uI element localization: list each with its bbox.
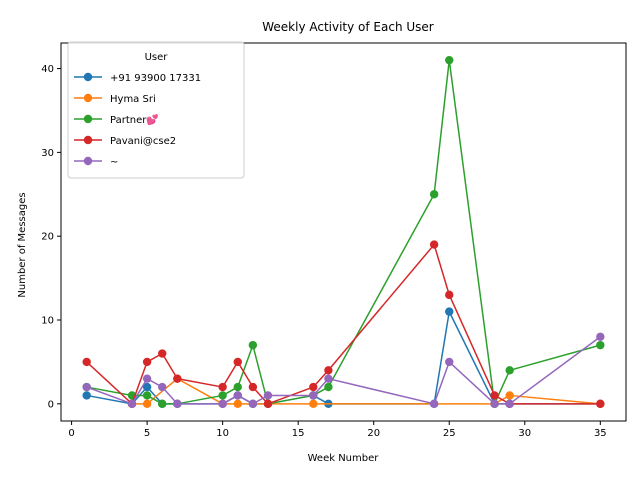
x-tick-label: 0: [68, 428, 74, 439]
data-point: [596, 340, 605, 350]
x-tick-label: 30: [518, 428, 531, 439]
data-point: [142, 391, 152, 400]
data-point: [142, 382, 152, 392]
data-point: [445, 357, 454, 367]
data-point: [82, 391, 91, 400]
series-4: [82, 332, 605, 409]
data-point: [233, 391, 242, 400]
data-point: [309, 391, 318, 400]
data-point: [142, 357, 152, 367]
data-point: [309, 382, 318, 392]
legend-label: Hyma Sri: [110, 94, 156, 105]
data-point: [218, 382, 227, 392]
data-point: [218, 391, 227, 400]
data-point: [263, 399, 273, 409]
legend-item-1: Hyma Sri: [74, 93, 156, 105]
data-point: [233, 399, 242, 409]
data-point: [142, 374, 152, 383]
data-point: [158, 399, 167, 409]
legend-item-2: Partner💕: [74, 113, 159, 126]
data-point: [158, 382, 167, 392]
y-tick-label: 30: [41, 148, 54, 159]
series-3: [82, 240, 605, 409]
series-layer: [82, 55, 605, 409]
data-point: [309, 399, 318, 409]
legend-marker: [83, 93, 93, 103]
legend-item-4: ~: [74, 156, 118, 168]
x-tick-label: 25: [443, 428, 456, 439]
data-point: [158, 349, 167, 358]
legend-label: ~: [110, 157, 118, 168]
axes-frame: [60, 42, 627, 422]
y-axis-title: Number of Messages: [17, 192, 28, 297]
data-point: [218, 399, 227, 409]
data-point: [505, 399, 514, 409]
legend-title: User: [145, 52, 169, 63]
legend-marker: [83, 156, 93, 166]
series-line: [86, 336, 601, 405]
legend-item-3: Pavani@cse2: [74, 135, 176, 147]
legend-item-0: +91 93900 17331: [74, 72, 201, 84]
legend-label: +91 93900 17331: [110, 73, 201, 84]
legend-marker: [83, 114, 93, 124]
data-point: [596, 332, 605, 341]
x-axis-title: Week Number: [308, 453, 380, 464]
data-point: [429, 190, 439, 199]
legend-marker: [83, 72, 93, 82]
data-point: [127, 399, 137, 409]
data-point: [429, 399, 439, 409]
axes-layer: 0 5 10 15 20 25 30 35 0 10 20 30 40: [41, 42, 627, 439]
legend-label: Pavani@cse2: [110, 136, 176, 147]
y-tick-label: 0: [48, 399, 54, 410]
legend-label: Partner💕: [110, 113, 159, 126]
data-point: [173, 374, 182, 383]
data-point: [445, 290, 454, 300]
data-point: [82, 357, 91, 367]
x-tick-label: 20: [367, 428, 380, 439]
data-point: [429, 240, 439, 249]
x-tick-label: 5: [144, 428, 150, 439]
data-point: [324, 366, 333, 375]
data-point: [596, 399, 605, 409]
data-point: [233, 357, 242, 367]
x-tick-label: 15: [292, 428, 305, 439]
data-point: [505, 366, 514, 375]
data-point: [248, 399, 258, 409]
data-point: [248, 340, 258, 350]
data-point: [324, 382, 333, 392]
data-point: [248, 382, 258, 392]
chart-title: Weekly Activity of Each User: [262, 20, 434, 34]
legend-marker: [83, 135, 93, 145]
x-tick-label: 10: [216, 428, 229, 439]
legend: User +91 93900 17331 Hyma Sri Partner💕 Pavan…: [67, 41, 245, 179]
series-line: [86, 59, 601, 405]
data-point: [263, 391, 273, 400]
y-tick-label: 40: [41, 64, 54, 75]
data-point: [324, 374, 333, 383]
data-point: [505, 391, 514, 400]
y-tick-label: 20: [41, 232, 54, 243]
data-point: [82, 382, 91, 392]
y-tick-label: 10: [41, 316, 54, 327]
data-point: [142, 399, 152, 409]
series-line: [86, 243, 601, 405]
data-point: [490, 391, 499, 400]
data-point: [173, 399, 182, 409]
data-point: [233, 382, 242, 392]
legend-frame: [67, 41, 245, 179]
data-point: [490, 399, 499, 409]
data-point: [445, 307, 454, 316]
x-tick-label: 35: [594, 428, 607, 439]
data-point: [445, 55, 454, 65]
